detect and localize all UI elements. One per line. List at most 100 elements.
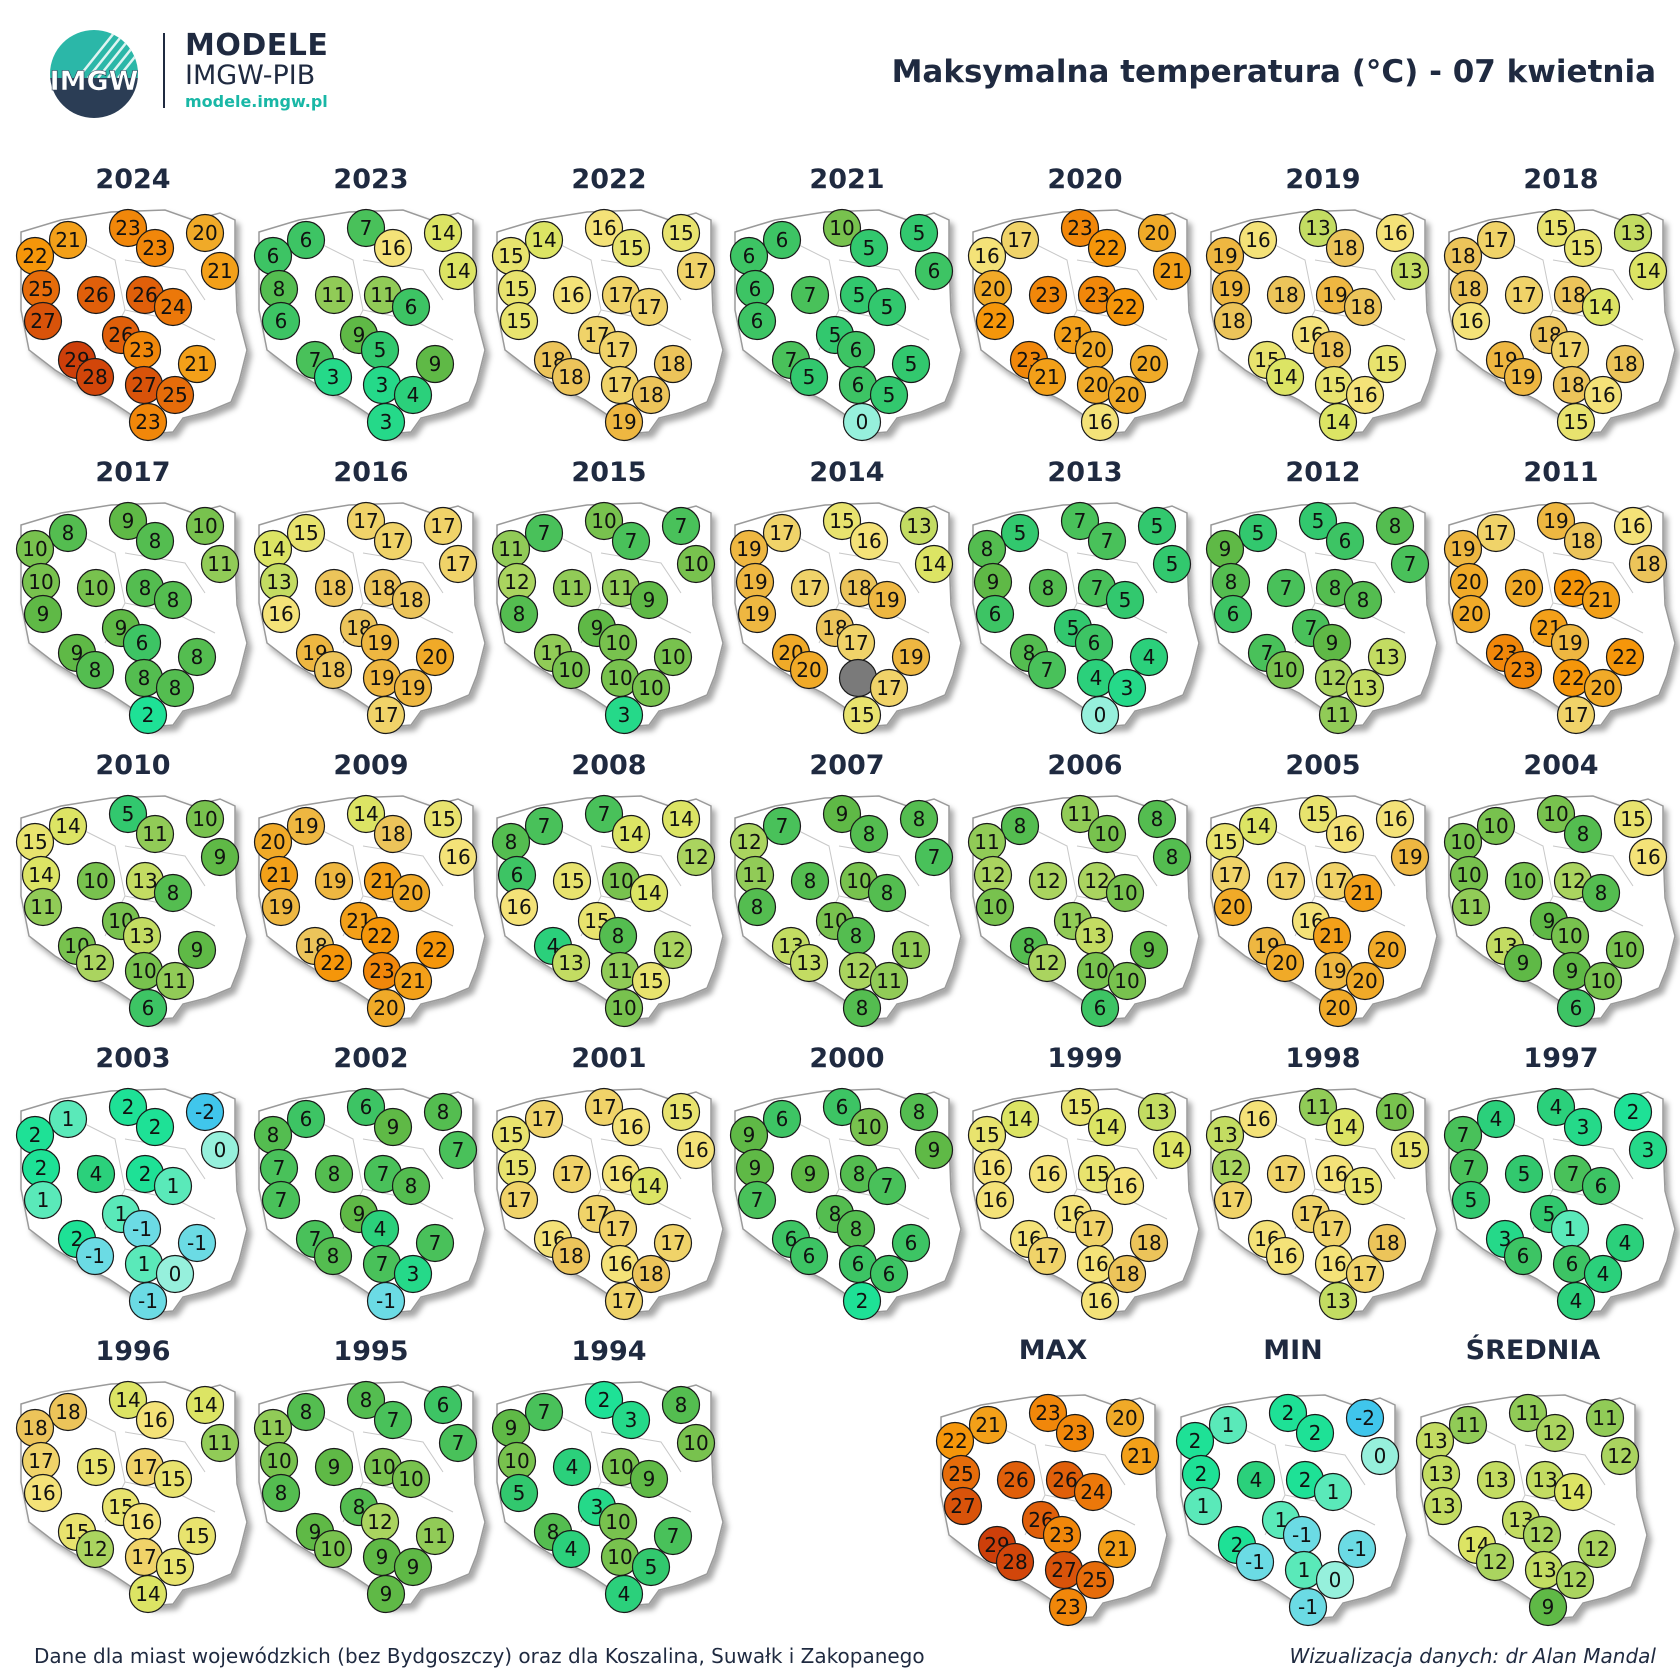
station-value: 22 (1094, 236, 1119, 260)
station-value: 4 (1550, 1095, 1563, 1119)
station-value: 10 (83, 576, 108, 600)
station-value: 20 (1458, 602, 1483, 626)
station-marker (185, 213, 225, 253)
station-marker (1476, 513, 1516, 553)
station-marker (76, 275, 116, 315)
station-marker (1265, 943, 1305, 983)
station-value: 12 (1084, 869, 1109, 893)
station-value: 17 (380, 529, 405, 553)
station-value: 20 (1456, 570, 1481, 594)
station-marker (1028, 1154, 1068, 1194)
station-value: -1 (1245, 1550, 1265, 1574)
station-value: 15 (1397, 1138, 1422, 1162)
station-marker (584, 1380, 624, 1420)
station-value: 6 (1094, 996, 1107, 1020)
station-value: 10 (28, 570, 53, 594)
station-value: 19 (898, 645, 923, 669)
station-value: 17 (1322, 869, 1347, 893)
station-marker (373, 814, 413, 854)
station-value: 4 (407, 383, 420, 407)
station-value: 21 (1159, 259, 1184, 283)
station-marker (366, 695, 406, 735)
logo-separator (163, 33, 165, 108)
station-marker (1105, 1166, 1145, 1206)
station-marker (631, 961, 671, 1001)
station-marker (1345, 1254, 1385, 1294)
station-value: 6 (275, 309, 288, 333)
station-marker (1107, 375, 1147, 415)
station-value: 15 (1543, 216, 1568, 240)
station-value: 11 (422, 1524, 447, 1548)
station-value: 21 (1104, 1537, 1129, 1561)
station-value: 2 (29, 1123, 42, 1147)
station-marker (1581, 1166, 1621, 1206)
station-marker (423, 213, 463, 253)
station-value: 14 (353, 802, 378, 826)
station-value: 9 (353, 1202, 366, 1226)
station-value: 0 (1374, 1444, 1387, 1468)
station-value: 6 (749, 277, 762, 301)
station-marker (313, 650, 353, 690)
station-value: 13 (1531, 1558, 1556, 1582)
station-value: 10 (605, 631, 630, 655)
station-value: 15 (1321, 373, 1346, 397)
station-marker (1313, 1472, 1353, 1512)
station-marker (373, 1107, 413, 1147)
map-label: 2003 (95, 1043, 170, 1074)
station-value: 17 (445, 552, 470, 576)
station-value: 6 (405, 295, 418, 319)
map-label: 1999 (1047, 1043, 1122, 1074)
station-value: 1 (1298, 1558, 1311, 1582)
station-value: 28 (1002, 1550, 1027, 1574)
map-label: 2008 (571, 750, 646, 781)
station-value: 15 (1374, 352, 1399, 376)
station-value: 7 (675, 514, 688, 538)
station-value: 14 (430, 221, 455, 245)
station-marker (423, 506, 463, 546)
station-value: 9 (115, 616, 128, 640)
station-value: 23 (115, 216, 140, 240)
station-marker (48, 513, 88, 553)
station-marker (914, 1130, 954, 1170)
station-marker (346, 1087, 386, 1127)
station-value: 6 (511, 863, 524, 887)
station-marker (762, 806, 802, 846)
logo-url[interactable]: modele.imgw.pl (185, 92, 328, 111)
station-marker (891, 637, 931, 677)
station-marker (177, 344, 217, 384)
station-value: 14 (618, 822, 643, 846)
station-value: 7 (1463, 1156, 1476, 1180)
station-value: 9 (1542, 1595, 1555, 1619)
station-marker (423, 1092, 463, 1132)
station-marker (415, 1516, 455, 1556)
station-value: 16 (1272, 1244, 1297, 1268)
station-value: 27 (131, 373, 156, 397)
station-value: 15 (1570, 236, 1595, 260)
station-value: 19 (736, 537, 761, 561)
station-marker (1137, 506, 1177, 546)
map-label: 2016 (333, 457, 408, 488)
station-value: 10 (591, 509, 616, 533)
station-value: 4 (1090, 666, 1103, 690)
station-value: 7 (776, 814, 789, 838)
station-marker (177, 637, 217, 677)
station-value: 9 (328, 1455, 341, 1479)
station-value: 8 (804, 869, 817, 893)
station-value: 16 (1620, 514, 1645, 538)
station-marker (584, 794, 624, 834)
station-value: 17 (607, 373, 632, 397)
station-value: 19 (293, 814, 318, 838)
station-value: 21 (55, 228, 80, 252)
station-marker (611, 521, 651, 561)
station-value: 10 (982, 895, 1007, 919)
station-value: 16 (559, 283, 584, 307)
station-marker (314, 1154, 354, 1194)
station-value: 14 (55, 814, 80, 838)
station-value: 3 (591, 1495, 604, 1519)
